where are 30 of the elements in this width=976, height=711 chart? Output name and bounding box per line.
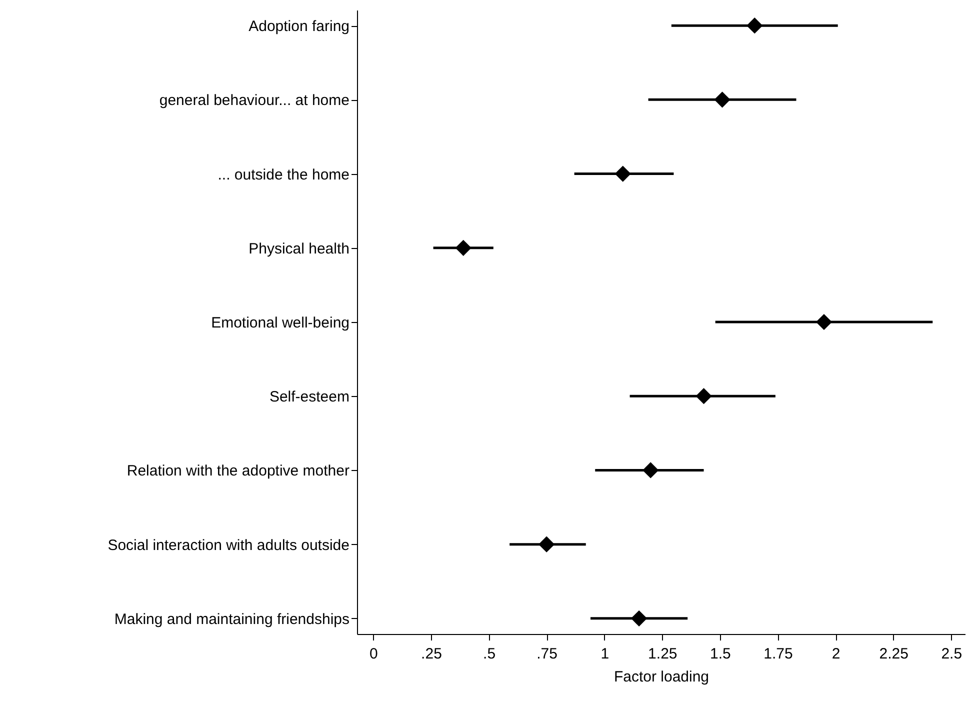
y-tick-label: Self-esteem	[269, 388, 350, 406]
x-axis-title: Factor loading	[614, 668, 710, 686]
y-tick-label: Emotional well-being	[211, 314, 350, 332]
x-tick-label: 0	[370, 646, 378, 662]
x-tick-label: 2	[832, 646, 840, 662]
point	[746, 18, 763, 34]
x-tick-label: 2.5	[941, 646, 962, 662]
x-tick-label: 1	[600, 646, 610, 662]
y-tick-label: ... outside the home	[218, 166, 350, 184]
y-tick-label: Making and maintaining friendships	[114, 610, 350, 628]
point	[642, 462, 659, 478]
x-tick-label: .5	[483, 646, 496, 662]
point	[816, 314, 832, 330]
point	[455, 240, 472, 256]
x-tick-label: 1.5	[710, 646, 731, 662]
x-tick-label: 1.25	[648, 646, 678, 662]
x-tick-label: 1.75	[764, 646, 793, 662]
point	[630, 610, 648, 626]
x-tick-label: .25	[421, 646, 442, 662]
point	[538, 536, 555, 552]
y-tick-label: Adoption faring	[248, 18, 350, 36]
x-tick-label: .75	[536, 646, 558, 662]
y-tick-label: general behaviour... at home	[159, 92, 350, 110]
x-tick-label: 2.25	[879, 646, 908, 662]
y-tick-label: Physical health	[248, 240, 350, 258]
point	[714, 92, 730, 108]
point	[696, 388, 712, 404]
y-tick-label: Relation with the adoptive mother	[126, 462, 350, 480]
y-tick-label: Social interaction with adults outside	[108, 536, 350, 554]
point	[614, 166, 631, 182]
